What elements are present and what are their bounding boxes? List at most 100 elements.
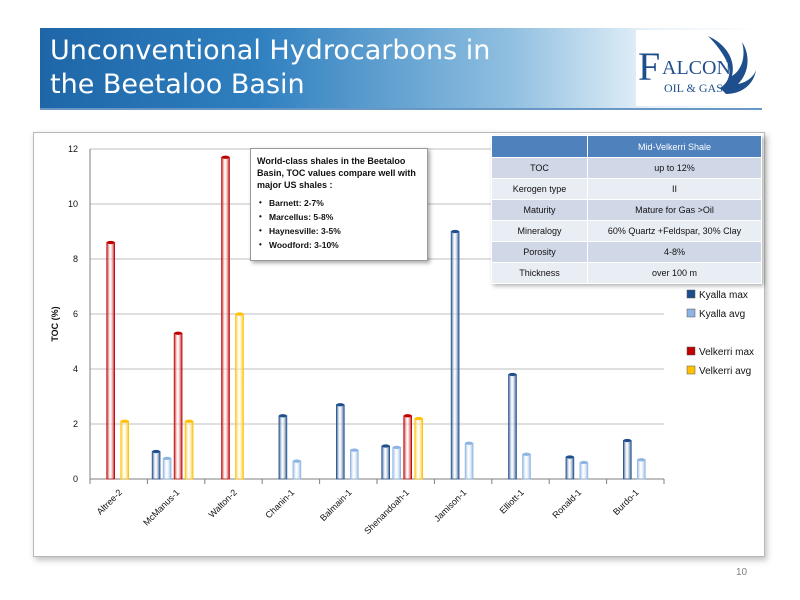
- x-tick-label: Altree-2: [95, 487, 124, 516]
- page-number: 10: [736, 567, 748, 578]
- x-tick-label: Burdo-1: [611, 487, 641, 517]
- falcon-wing-icon: [708, 36, 756, 94]
- legend-swatch: [686, 365, 696, 375]
- table-row: TOC up to 12%: [491, 157, 762, 179]
- x-tick-label: Ronald-1: [550, 487, 583, 520]
- legend-label: Kyalla max: [699, 290, 748, 301]
- table-cell-value: II: [587, 178, 762, 200]
- bar-cap: [392, 445, 401, 449]
- bar-velkerri-avg: [235, 313, 244, 480]
- bar-cap: [185, 419, 194, 423]
- slide-title: Unconventional Hydrocarbons in the Beeta…: [50, 34, 570, 102]
- bar-cap: [414, 416, 423, 421]
- logo-subtitle: OIL & GAS: [664, 81, 723, 95]
- bar-kyalla-avg: [292, 460, 302, 480]
- callout-item: Barnett: 2-7%: [257, 196, 421, 210]
- bar-cap: [637, 458, 646, 462]
- bar-cap: [120, 419, 129, 423]
- callout-item: Haynesville: 3-5%: [257, 224, 421, 238]
- bar-cap: [152, 449, 161, 454]
- bar-kyalla-max: [450, 231, 460, 480]
- x-tick-label: Walton-2: [207, 487, 239, 519]
- legend-label: Velkerri avg: [699, 366, 751, 377]
- bar-cap: [106, 240, 115, 245]
- bar-kyalla-max: [151, 451, 161, 480]
- falcon-logo: F ALCON OIL & GAS: [636, 30, 760, 106]
- x-tick-label: McManus-1: [141, 487, 181, 527]
- bar-kyalla-avg: [579, 462, 589, 480]
- bar-cap: [336, 403, 345, 407]
- chart-frame: 0 2 4 6 8 10 12 TOC (%) Altree-2 McManus-1 Walton-…: [33, 132, 765, 557]
- table-row: Mineralogy 60% Quartz +Feldspar, 30% Cla…: [491, 220, 762, 242]
- legend-swatch: [686, 308, 696, 318]
- table-cell-label: Porosity: [491, 241, 588, 263]
- bar-kyalla-avg: [636, 459, 646, 480]
- callout-list: Barnett: 2-7% Marcellus: 5-8% Haynesvill…: [257, 196, 421, 252]
- bar-cap: [163, 456, 172, 460]
- table-cell-label: Mineralogy: [491, 220, 588, 242]
- bar-cap: [235, 312, 244, 316]
- legend-label: Velkerri max: [699, 347, 754, 358]
- bar-velkerri-max: [106, 242, 115, 480]
- x-tick-label: Elliott-1: [498, 487, 526, 515]
- table-header-title: Mid-Velkerri Shale: [587, 135, 762, 158]
- y-tick-label: 4: [73, 364, 78, 374]
- bar-velkerri-max: [173, 332, 183, 480]
- callout-item: Marcellus: 5-8%: [257, 210, 421, 224]
- bar-kyalla-avg: [392, 447, 402, 480]
- table-header-row: Mid-Velkerri Shale: [491, 135, 762, 158]
- table-header-empty: [491, 135, 588, 158]
- bar-kyalla-avg: [349, 449, 359, 480]
- x-tick-label: Jamison-1: [432, 487, 468, 523]
- title-line-2: the Beetaloo Basin: [50, 69, 305, 100]
- bar-cap: [579, 460, 588, 465]
- table-row: Kerogen type II: [491, 178, 762, 200]
- bar-velkerri-max: [221, 156, 230, 480]
- bar-velkerri-max: [403, 415, 413, 480]
- legend-label: Kyalla avg: [699, 309, 745, 320]
- bar-kyalla-max: [508, 374, 517, 480]
- bar-kyalla-avg: [522, 453, 531, 480]
- table-cell-label: Thickness: [491, 262, 588, 284]
- bar-kyalla-max: [565, 456, 575, 480]
- legend-swatch: [686, 346, 696, 356]
- table-cell-value: over 100 m: [587, 262, 762, 284]
- bar-velkerri-avg: [184, 420, 194, 480]
- bar-cap: [221, 155, 230, 159]
- table-cell-value: 4-8%: [587, 241, 762, 263]
- bar-kyalla-avg: [162, 458, 172, 480]
- bar-cap: [508, 372, 517, 377]
- bar-cap: [278, 414, 287, 418]
- bar-cap: [465, 441, 474, 445]
- bar-kyalla-max: [622, 440, 632, 480]
- callout-box: World-class shales in the Beetaloo Basin…: [250, 148, 428, 261]
- y-tick-label: 12: [68, 144, 78, 154]
- table-cell-value: Mature for Gas >Oil: [587, 199, 762, 221]
- logo-big-letter: F: [638, 44, 660, 89]
- x-tick-label: Balmain-1: [318, 487, 354, 523]
- callout-title: World-class shales in the Beetaloo Basin…: [257, 156, 416, 190]
- bar-kyalla-max: [381, 445, 391, 480]
- y-tick-label: 6: [73, 309, 78, 319]
- table-cell-label: Maturity: [491, 199, 588, 221]
- y-tick-label: 0: [73, 474, 78, 484]
- bar-kyalla-max: [278, 415, 288, 480]
- bar-kyalla-avg: [464, 442, 474, 480]
- x-tick-label: Chanin-1: [263, 487, 296, 520]
- bar-cap: [292, 459, 301, 463]
- bar-kyalla-max: [335, 404, 345, 480]
- table-cell-value: up to 12%: [587, 157, 762, 179]
- y-tick-label: 8: [73, 254, 78, 264]
- table-row: Thickness over 100 m: [491, 262, 762, 284]
- shale-properties-table: Mid-Velkerri Shale TOC up to 12% Kerogen…: [491, 135, 762, 284]
- table-cell-label: TOC: [491, 157, 588, 179]
- legend-swatch: [686, 289, 696, 299]
- table-row: Porosity 4-8%: [491, 241, 762, 263]
- bar-cap: [451, 229, 460, 234]
- bar-cap: [174, 331, 183, 335]
- table-row: Maturity Mature for Gas >Oil: [491, 199, 762, 221]
- table-cell-value: 60% Quartz +Feldspar, 30% Clay: [587, 220, 762, 242]
- table-cell-label: Kerogen type: [491, 178, 588, 200]
- bar-cap: [565, 455, 574, 459]
- bar-velkerri-avg: [120, 420, 129, 480]
